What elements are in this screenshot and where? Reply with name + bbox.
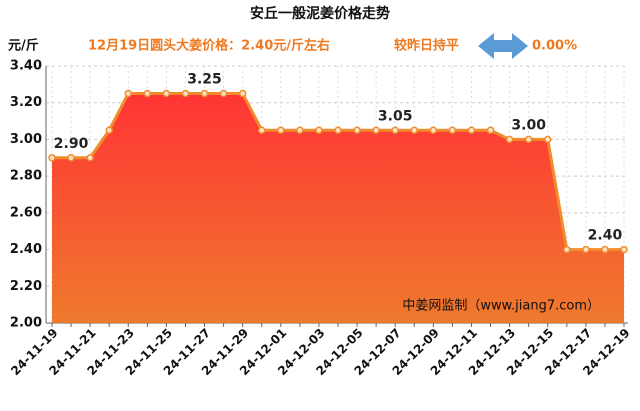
value-label: 2.40 [588,228,623,244]
flat-arrow-icon [478,33,528,59]
point [563,245,571,254]
value-label: 3.25 [187,72,222,88]
point [353,126,361,134]
change-label: 较昨日持平 [394,38,459,54]
point [105,126,113,134]
point [162,89,171,98]
subtitle: 12月19日圆头大姜价格：2.40元/斤左右 [88,38,330,54]
point [334,126,342,134]
point [429,126,438,134]
y-unit: 元/斤 [8,38,39,54]
point [277,126,285,134]
point [505,135,514,144]
point [143,89,152,98]
point [200,89,209,98]
point [372,126,380,134]
y-tick-label: 2.00 [10,316,42,331]
y-tick-label: 3.20 [10,95,42,110]
point [257,126,266,134]
chart-title: 安丘一般泥姜价格走势 [250,5,390,22]
point [124,89,133,98]
point [582,245,590,254]
point [620,245,628,254]
value-label: 3.05 [378,108,413,124]
point [181,89,190,98]
value-label: 2.90 [54,136,89,152]
change-value: 0.00% [532,39,577,54]
y-tick-label: 2.80 [10,169,42,184]
point [543,135,552,144]
point [467,126,476,134]
point [86,154,94,162]
point [601,245,609,254]
point [296,126,304,134]
point [524,135,533,144]
point [486,126,495,134]
y-tick-label: 2.40 [10,242,42,257]
y-tick-label: 2.20 [10,279,42,294]
point [48,154,56,162]
y-tick-label: 3.00 [10,132,42,147]
point [448,126,457,134]
y-tick-label: 3.40 [10,59,42,74]
watermark: 中姜网监制（www.jiang7.com） [402,299,600,314]
point [219,89,228,98]
point [238,89,247,98]
point [67,154,75,162]
y-tick-label: 2.60 [10,205,42,220]
point [410,126,419,134]
area [52,93,624,324]
value-label: 3.00 [511,117,546,133]
point [391,126,399,134]
point [315,126,323,134]
